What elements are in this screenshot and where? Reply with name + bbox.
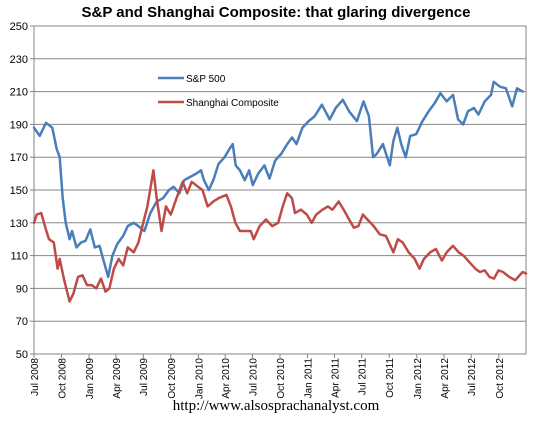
x-tick-label: Jul 2008 [30, 358, 41, 396]
x-tick-label: Oct 2012 [495, 358, 506, 399]
x-tick-label: Jul 2011 [358, 358, 369, 396]
x-tick-label: Jan 2010 [194, 358, 205, 400]
x-tick-label: Apr 2011 [330, 358, 341, 398]
y-tick-label: 190 [10, 119, 28, 131]
x-tick-label: Jan 2012 [413, 358, 424, 400]
x-tick-label: Oct 2009 [167, 358, 178, 399]
x-tick-label: Jan 2011 [304, 358, 315, 399]
x-tick-label: Jul 2010 [248, 358, 259, 396]
y-tick-label: 230 [10, 54, 28, 66]
x-tick-label: Jan 2009 [85, 358, 96, 400]
y-tick-label: 250 [10, 21, 28, 33]
x-tick-label: Jul 2012 [467, 358, 478, 396]
x-tick-label: Oct 2008 [58, 358, 69, 399]
y-tick-label: 50 [16, 349, 28, 361]
y-tick-label: 130 [10, 218, 28, 230]
y-tick-label: 110 [10, 251, 28, 263]
x-tick-label: Oct 2010 [276, 358, 287, 399]
legend-label: S&P 500 [186, 74, 226, 85]
x-tick-label: Apr 2010 [221, 358, 232, 399]
legend-label: Shanghai Composite [186, 98, 279, 109]
y-tick-label: 90 [16, 283, 28, 295]
series-line-s-p-500 [32, 80, 524, 279]
x-tick-label: Jul 2009 [139, 358, 150, 396]
x-tick-label: Oct 2011 [385, 358, 396, 398]
series-line-shanghai-composite [32, 169, 528, 303]
y-tick-label: 70 [16, 316, 28, 328]
x-tick-label: Apr 2012 [440, 358, 451, 399]
source-url: http://www.alsosprachanalyst.com [172, 398, 380, 414]
y-tick-label: 170 [10, 152, 28, 164]
y-tick-label: 150 [10, 185, 28, 197]
x-tick-label: Apr 2009 [112, 358, 123, 399]
chart-title: S&P and Shanghai Composite: that glaring… [81, 4, 471, 21]
y-tick-label: 210 [10, 87, 28, 99]
